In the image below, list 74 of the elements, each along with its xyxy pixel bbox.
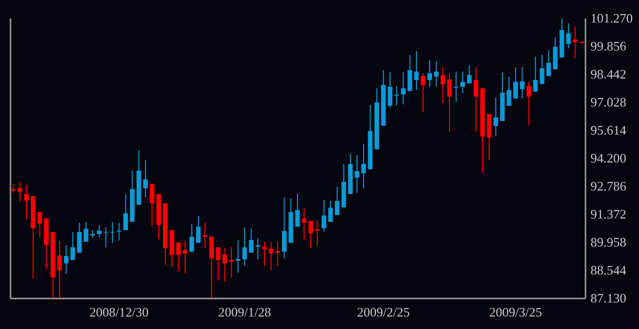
y-tick-label: 94.200 — [590, 150, 626, 166]
candlestick — [540, 54, 544, 84]
candlestick — [414, 50, 419, 91]
candlestick — [394, 85, 399, 106]
candlestick — [427, 59, 432, 88]
candlestick — [96, 224, 102, 238]
candlestick — [209, 236, 214, 298]
x-tick-label: 2009/3/25 — [489, 304, 542, 320]
y-tick-label: 101.270 — [590, 10, 633, 26]
candlestick — [295, 194, 300, 228]
candlestick — [434, 60, 439, 88]
candlestick — [77, 222, 82, 254]
candlestick — [182, 240, 188, 274]
candlestick — [506, 76, 512, 106]
candlestick — [176, 242, 181, 271]
candlestick — [447, 72, 452, 132]
candlestick — [143, 159, 148, 198]
candlestick — [84, 221, 88, 242]
candlestick — [334, 186, 340, 216]
candlestick — [308, 220, 314, 249]
candlestick — [275, 241, 280, 266]
candlestick — [533, 56, 538, 92]
candlestick — [236, 240, 240, 274]
candlestick — [57, 240, 62, 298]
y-tick-label: 95.614 — [590, 122, 627, 138]
x-tick-label: 2008/12/30 — [89, 304, 149, 320]
candlestick — [222, 248, 228, 282]
candlestick — [202, 222, 208, 249]
x-tick-label: 2009/2/25 — [357, 304, 410, 320]
candlestick — [420, 72, 426, 113]
candlestick — [189, 223, 194, 252]
candlestick — [302, 208, 306, 240]
candlestick — [37, 212, 42, 238]
candlestick — [116, 222, 122, 242]
candlestick — [216, 246, 221, 282]
candlestick — [361, 143, 366, 189]
candlestick — [268, 241, 274, 272]
candlestick — [454, 71, 458, 102]
y-tick-label: 87.130 — [590, 290, 626, 306]
candlestick — [248, 228, 254, 254]
candlestick — [440, 66, 446, 104]
candlestick — [123, 194, 128, 231]
candlestick — [242, 226, 247, 266]
candlestick — [150, 183, 154, 226]
candlestick — [526, 81, 532, 126]
candlestick — [408, 54, 412, 92]
candlestick — [513, 66, 518, 99]
candlestick — [467, 64, 472, 84]
y-tick-label: 98.442 — [590, 66, 626, 82]
candlestick — [64, 244, 68, 275]
candlestick — [282, 196, 287, 259]
y-tick-label: 99.856 — [590, 38, 627, 54]
candlestick — [229, 246, 234, 278]
candlestick — [262, 241, 267, 266]
candlestick — [110, 221, 115, 244]
candlestick — [520, 66, 525, 99]
y-tick-label: 92.786 — [590, 178, 627, 194]
y-tick-label: 89.958 — [590, 234, 626, 250]
y-tick-label: 97.028 — [590, 94, 626, 110]
candlestick — [546, 50, 551, 77]
candlestick — [196, 216, 201, 244]
candlestick — [486, 114, 492, 160]
candlestick — [388, 72, 392, 108]
candlestick — [354, 154, 360, 194]
x-tick-label: 2009/1/28 — [218, 304, 271, 320]
y-tick-label: 88.544 — [590, 262, 627, 278]
candlestick — [566, 22, 571, 49]
candlestick — [572, 26, 578, 59]
candlestick — [400, 72, 406, 105]
candlestick — [552, 36, 558, 70]
candlestick — [24, 184, 29, 220]
candlestick — [493, 96, 498, 137]
candlestick — [70, 232, 76, 260]
y-tick-label: 91.372 — [590, 206, 626, 222]
